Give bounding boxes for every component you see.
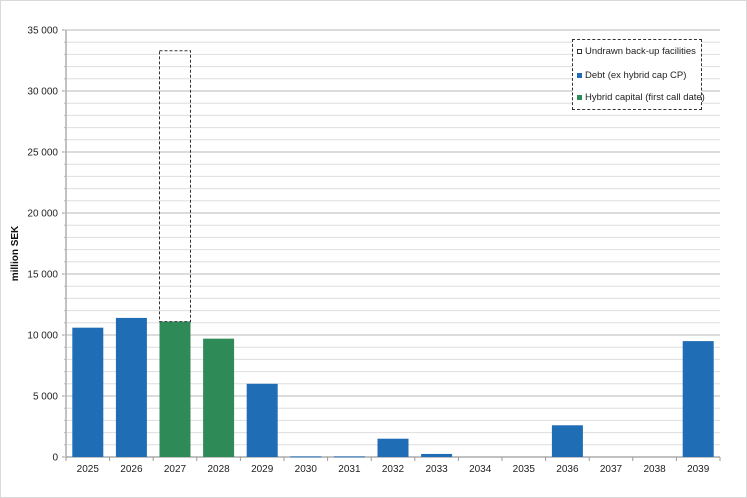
x-tick-label: 2034 <box>469 464 492 475</box>
y-tick-label: 0 <box>52 453 58 464</box>
y-tick-label: 5 000 <box>33 392 58 403</box>
legend-item-undrawn: Undrawn back-up facilities <box>577 46 696 57</box>
bar <box>682 341 714 457</box>
x-tick-label: 2033 <box>425 464 448 475</box>
y-tick-label: 30 000 <box>27 87 58 98</box>
x-tick-label: 2037 <box>600 464 623 475</box>
x-tick-label: 2027 <box>164 464 187 475</box>
x-tick-label: 2032 <box>382 464 405 475</box>
bar <box>377 438 409 457</box>
x-tick-label: 2026 <box>120 464 143 475</box>
x-tick-label: 2035 <box>513 464 536 475</box>
y-tick-label: 25 000 <box>27 148 58 159</box>
y-tick-label: 10 000 <box>27 331 58 342</box>
bar <box>72 327 104 457</box>
x-tick-label: 2030 <box>295 464 318 475</box>
x-tick-label: 2039 <box>687 464 710 475</box>
x-tick-label: 2029 <box>251 464 274 475</box>
bar <box>159 321 191 457</box>
legend-item-debt: Debt (ex hybrid cap CP) <box>577 70 686 81</box>
bar <box>290 456 322 458</box>
y-axis-label: million SEK <box>10 225 21 281</box>
x-tick-label: 2028 <box>207 464 230 475</box>
bar <box>421 453 453 457</box>
legend-swatch-undrawn-icon <box>577 49 582 54</box>
bar <box>246 383 278 457</box>
legend-swatch-debt-icon <box>577 73 582 78</box>
legend-label: Undrawn back-up facilities <box>585 46 696 57</box>
x-tick-label: 2031 <box>338 464 361 475</box>
x-tick-label: 2038 <box>643 464 666 475</box>
y-tick-label: 35 000 <box>27 26 58 37</box>
legend-label: Debt (ex hybrid cap CP) <box>585 70 687 81</box>
legend-label: Hybrid capital (first call date) <box>585 92 705 103</box>
legend-swatch-hybrid-icon <box>577 95 582 100</box>
bar <box>115 317 147 457</box>
bar-undrawn <box>159 50 191 323</box>
y-tick-label: 15 000 <box>27 270 58 281</box>
legend-item-hybrid: Hybrid capital (first call date) <box>577 92 705 103</box>
chart-legend: Undrawn back-up facilities Debt (ex hybr… <box>572 39 705 110</box>
bar <box>203 338 235 457</box>
y-tick-label: 20 000 <box>27 209 58 220</box>
bar <box>551 425 583 457</box>
bar <box>333 456 365 458</box>
x-tick-label: 2036 <box>556 464 579 475</box>
x-tick-label: 2025 <box>77 464 100 475</box>
